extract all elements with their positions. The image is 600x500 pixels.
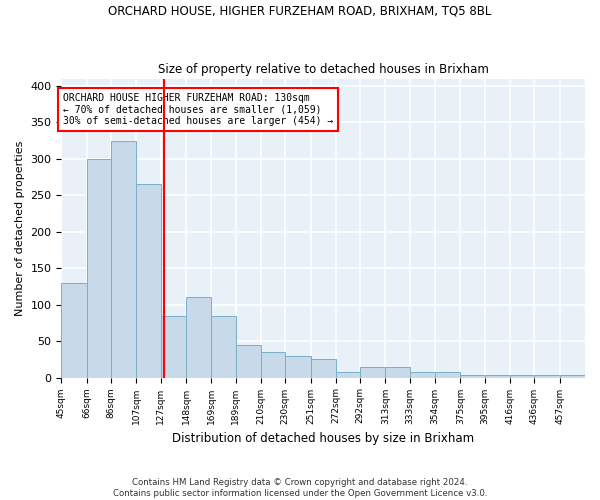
Text: Contains HM Land Registry data © Crown copyright and database right 2024.
Contai: Contains HM Land Registry data © Crown c… [113,478,487,498]
Bar [236,345,261,378]
Bar [261,352,285,378]
Bar [360,366,385,378]
Bar [485,376,510,378]
Title: Size of property relative to detached houses in Brixham: Size of property relative to detached ho… [158,63,488,76]
Bar [385,366,410,378]
Y-axis label: Number of detached properties: Number of detached properties [15,140,25,316]
Bar [560,376,585,378]
Bar [87,159,111,378]
Bar [161,316,186,378]
Bar [311,360,336,378]
Bar [136,184,161,378]
Bar [460,376,485,378]
Bar [435,372,460,378]
Bar [186,298,211,378]
Bar [336,372,360,378]
Bar [211,316,236,378]
Bar [285,356,311,378]
Bar [410,372,435,378]
Bar [510,376,534,378]
Bar [534,376,560,378]
Bar [111,140,136,378]
Text: ORCHARD HOUSE, HIGHER FURZEHAM ROAD, BRIXHAM, TQ5 8BL: ORCHARD HOUSE, HIGHER FURZEHAM ROAD, BRI… [109,5,491,18]
Text: ORCHARD HOUSE HIGHER FURZEHAM ROAD: 130sqm
← 70% of detached houses are smaller : ORCHARD HOUSE HIGHER FURZEHAM ROAD: 130s… [62,93,333,126]
Bar [61,283,87,378]
X-axis label: Distribution of detached houses by size in Brixham: Distribution of detached houses by size … [172,432,474,445]
